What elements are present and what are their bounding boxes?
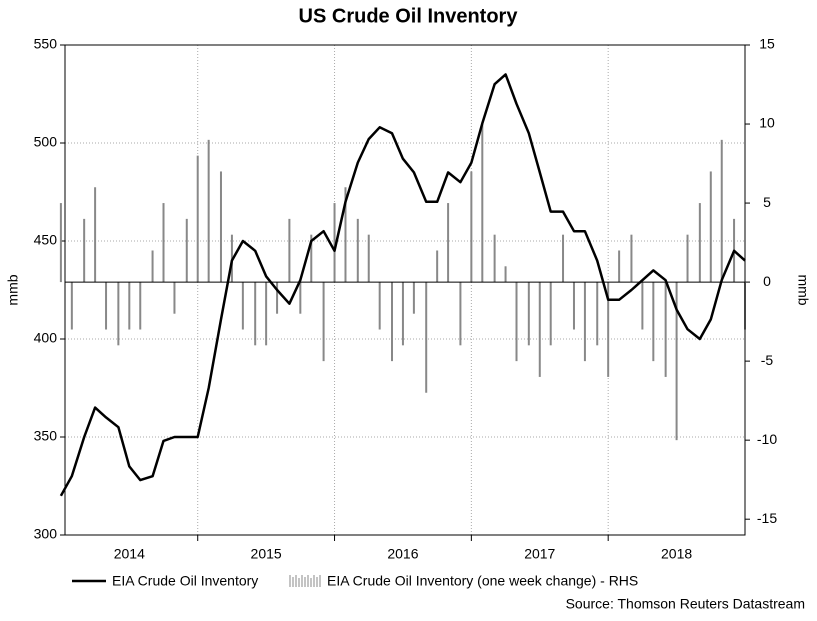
y2-tick-label: 10: [759, 115, 775, 131]
chart-title: US Crude Oil Inventory: [299, 5, 519, 27]
bar: [219, 171, 222, 283]
bar: [94, 187, 97, 283]
y-axis-label: mmb: [5, 274, 21, 305]
y-tick-label: 400: [34, 330, 58, 346]
bar: [549, 282, 552, 346]
x-tick-label: 2018: [661, 546, 692, 562]
bar: [698, 203, 701, 283]
legend-label: EIA Crude Oil Inventory: [112, 573, 258, 589]
bar: [504, 266, 507, 283]
bar: [720, 139, 723, 283]
bar: [664, 282, 667, 377]
y-tick-label: 450: [34, 232, 58, 248]
y2-tick-label: -10: [757, 431, 777, 447]
bar: [596, 282, 599, 346]
x-tick-label: 2017: [524, 546, 555, 562]
source-note: Source: Thomson Reuters Datastream: [566, 596, 805, 612]
bar: [185, 218, 188, 283]
bar: [356, 218, 359, 283]
bar: [117, 282, 120, 346]
bar: [288, 218, 291, 283]
bar: [572, 282, 575, 330]
bar: [276, 282, 279, 314]
bar: [265, 282, 268, 346]
bar: [493, 234, 496, 283]
bar: [527, 282, 530, 346]
bar: [333, 203, 336, 283]
bar: [686, 234, 689, 283]
bar: [709, 171, 712, 283]
bar: [652, 282, 655, 362]
bar: [241, 282, 244, 330]
bar: [196, 155, 199, 283]
bar: [630, 234, 633, 283]
bar: [425, 282, 428, 393]
bar: [583, 282, 586, 362]
bar: [607, 282, 610, 377]
y2-tick-label: 15: [759, 36, 775, 52]
bar: [207, 139, 210, 283]
bar: [344, 187, 347, 283]
y-tick-label: 350: [34, 428, 58, 444]
y2-axis-label: mmb: [795, 274, 811, 305]
plot-frame: [64, 44, 746, 536]
bar: [436, 250, 439, 283]
bar: [70, 282, 73, 330]
bar: [481, 124, 484, 283]
bar: [322, 282, 325, 362]
bar: [401, 282, 404, 346]
bar: [459, 282, 462, 346]
bar: [254, 282, 257, 346]
bar: [151, 250, 154, 283]
y-tick-label: 550: [34, 36, 58, 52]
y2-tick-label: 0: [763, 273, 771, 289]
bar: [299, 282, 302, 314]
legend-label: EIA Crude Oil Inventory (one week change…: [327, 573, 638, 589]
bar: [59, 203, 62, 283]
bar: [105, 282, 108, 330]
bar: [538, 282, 541, 377]
x-tick-label: 2015: [251, 546, 282, 562]
bar: [641, 282, 644, 330]
y-tick-label: 300: [34, 526, 58, 542]
legend-swatch-bars: [289, 575, 321, 587]
bar: [83, 218, 86, 283]
bar: [470, 171, 473, 283]
bar: [515, 282, 518, 362]
y2-tick-label: -5: [761, 352, 774, 368]
x-tick-label: 2016: [387, 546, 418, 562]
bar: [310, 234, 313, 283]
bar: [173, 282, 176, 314]
bar: [162, 203, 165, 283]
y-tick-label: 500: [34, 134, 58, 150]
bar: [447, 203, 450, 283]
bar: [618, 250, 621, 283]
bar: [675, 282, 678, 441]
bar: [128, 282, 131, 330]
bar: [412, 282, 415, 314]
x-tick-label: 2014: [114, 546, 145, 562]
y2-tick-label: 5: [763, 194, 771, 210]
bar: [378, 282, 381, 330]
y2-tick-label: -15: [757, 510, 777, 526]
bar: [367, 234, 370, 283]
bar: [562, 234, 565, 283]
bar: [391, 282, 394, 362]
line: [59, 73, 746, 497]
bar: [139, 282, 142, 330]
